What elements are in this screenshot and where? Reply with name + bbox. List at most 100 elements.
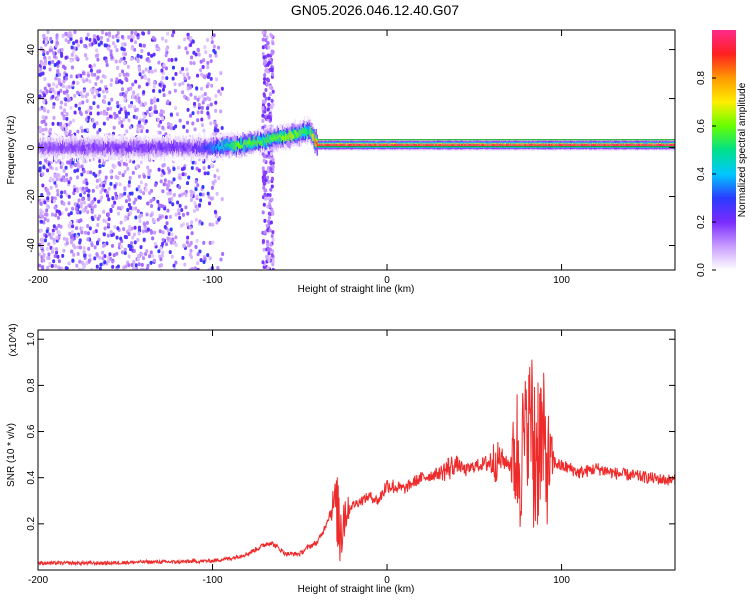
spectrogram-cell: [648, 144, 650, 147]
spectrogram-cell: [267, 133, 269, 143]
spectrogram-cell: [623, 144, 625, 147]
spectrogram-cell: [96, 75, 100, 80]
spectrogram-cell: [63, 178, 67, 183]
spectrogram-cell: [87, 258, 91, 263]
spectrogram-cell: [299, 129, 302, 136]
spectrogram-cell: [98, 87, 102, 92]
spectrogram-cell: [255, 141, 258, 146]
spectrogram-cell: [167, 183, 171, 188]
spectrogram-cell: [165, 145, 168, 153]
spectrogram-cell: [183, 262, 187, 267]
spectrogram-cell: [109, 82, 113, 87]
spectrogram-cell: [121, 173, 125, 178]
spectrogram-cell: [93, 72, 97, 77]
spectrogram-cell: [118, 110, 122, 115]
spectrogram-cell: [343, 143, 346, 147]
spectrogram-cell: [427, 144, 429, 146]
spectrogram-cell: [173, 142, 175, 151]
spectrogram-cell: [100, 144, 103, 152]
spectrogram-cell: [620, 144, 622, 147]
spectrogram-cell: [88, 37, 92, 42]
spectrogram-cell: [189, 35, 193, 40]
spectrogram-cell: [207, 144, 210, 155]
spectrogram-cell: [357, 144, 359, 147]
spectrogram-cell: [261, 260, 265, 265]
spectrogram-cell: [317, 144, 319, 146]
spectrogram-cell: [266, 254, 270, 259]
spectrogram-cell: [496, 143, 499, 147]
spectrogram-cell: [235, 141, 238, 148]
spectrogram-cell: [312, 133, 314, 142]
spectrogram-cell: [544, 143, 547, 147]
spectrogram-cell: [651, 144, 654, 146]
spectrogram-cell: [54, 264, 58, 269]
spectrogram-cell: [608, 144, 611, 146]
spectrogram-cell: [182, 166, 186, 171]
spectrogram-cell: [141, 69, 145, 74]
spectrogram-cell: [75, 145, 78, 153]
spectrogram-cell: [266, 78, 270, 83]
spectrogram-cell: [113, 224, 117, 229]
spectrogram-cell: [588, 144, 591, 146]
spectrogram-cell: [132, 147, 134, 151]
spectrogram-cell: [78, 259, 82, 264]
spectrogram-cell: [107, 186, 111, 191]
spectrogram-cell: [64, 207, 68, 212]
spectrogram-cell: [96, 35, 100, 40]
spectrogram-cell: [461, 143, 463, 147]
spectrogram-cell: [117, 211, 121, 216]
spectrogram-cell: [76, 43, 80, 48]
spectrogram-cell: [162, 63, 166, 68]
spectrogram-cell: [270, 197, 274, 202]
spectrogram-cell: [56, 172, 60, 177]
spectrogram-cell: [40, 210, 44, 215]
spectrogram-cell: [181, 255, 185, 260]
spectrogram-cell: [314, 138, 316, 146]
spectrogram-cell: [181, 66, 185, 71]
spectrogram-cell: [69, 74, 73, 79]
spectrogram-cell: [105, 111, 109, 116]
spectrogram-cell: [55, 247, 59, 252]
spectrogram-cell: [170, 180, 174, 185]
spectrogram-cell: [115, 143, 117, 151]
spectrogram-cell: [114, 80, 118, 85]
spectrogram-cell: [425, 144, 427, 147]
spectrogram-cell: [57, 49, 61, 54]
spectrogram-cell: [197, 52, 201, 57]
spectrogram-cell: [86, 170, 90, 175]
spectrogram-cell: [50, 145, 52, 150]
spectrogram-cell: [266, 242, 270, 247]
spectrogram-cell: [84, 145, 86, 155]
spectrogram-cell: [160, 253, 164, 258]
spectrogram-cell: [149, 228, 153, 233]
spectrogram-cell: [94, 82, 98, 87]
spectrogram-cell: [132, 260, 136, 265]
spectrogram-cell: [645, 143, 647, 147]
spectrogram-cell: [80, 226, 84, 231]
spectrogram-cell: [379, 144, 381, 147]
spectrogram-cell: [585, 144, 588, 147]
spectrogram-cell: [65, 116, 69, 121]
spectrogram-cell: [99, 146, 102, 151]
spectrogram-cell: [83, 253, 87, 258]
spectrogram-cell: [108, 141, 110, 151]
spectrogram-cell: [570, 144, 573, 146]
spectrogram-cell: [130, 145, 132, 153]
spectrogram-cell: [93, 63, 97, 68]
spectrogram-cell: [49, 185, 53, 190]
spectrogram-cell: [211, 145, 214, 151]
spectrogram-cell: [51, 247, 55, 252]
spectrogram-cell: [580, 143, 582, 147]
spectrogram-cell: [195, 86, 199, 91]
spectrogram-cell: [193, 95, 197, 100]
spectrogram-cell: [358, 143, 360, 147]
spectrogram-cell: [336, 144, 338, 147]
spectrogram-cell: [57, 259, 61, 264]
spectrogram-cell: [133, 225, 137, 230]
spectrogram-cell: [55, 33, 59, 38]
spectrogram-cell: [123, 169, 127, 174]
spectrogram-cell: [98, 169, 102, 174]
spectrogram-cell: [190, 166, 194, 171]
spectrogram-cell: [110, 97, 114, 102]
spectrogram-cell: [259, 140, 262, 146]
